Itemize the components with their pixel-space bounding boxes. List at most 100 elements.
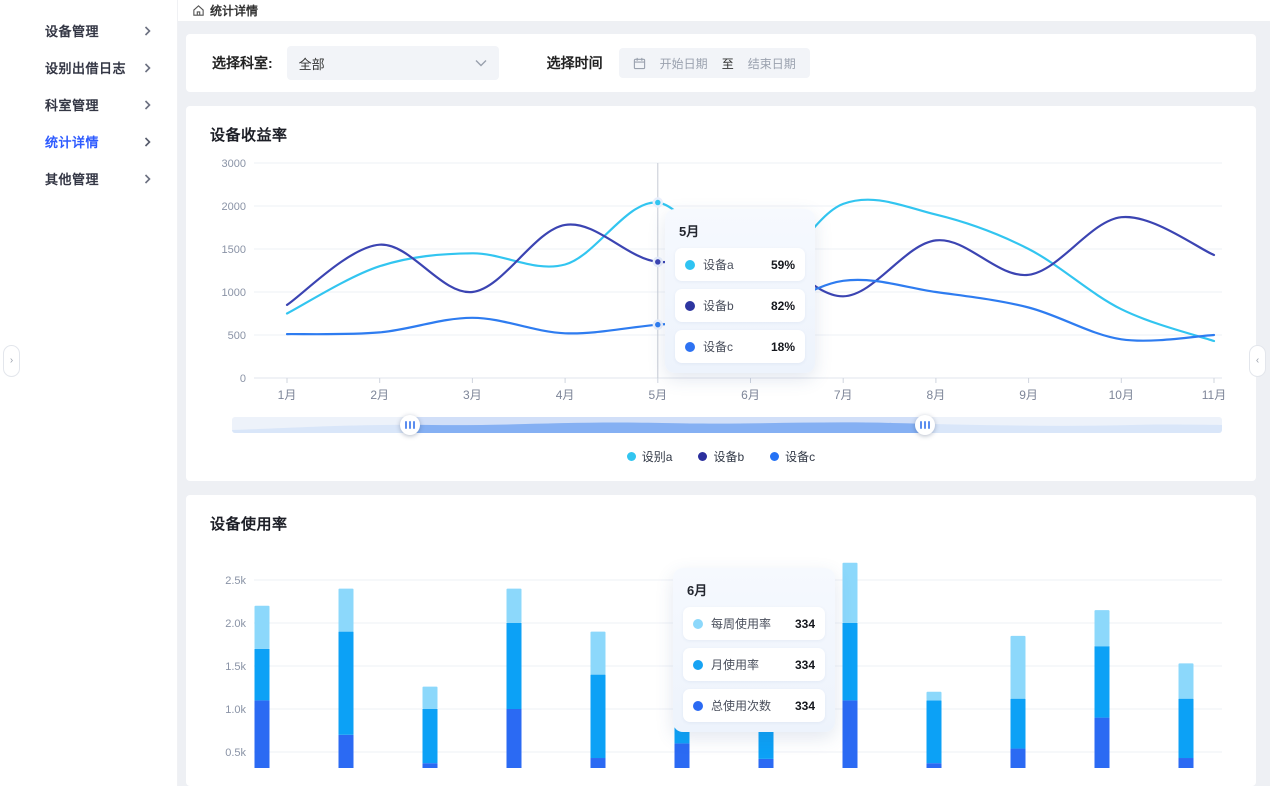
bar-month-8[interactable]	[842, 562, 858, 768]
series-dot-icon	[685, 259, 695, 270]
tooltip-series-name: 设备b	[703, 299, 734, 313]
svg-text:0.5k: 0.5k	[225, 747, 246, 759]
tooltip-row: 总使用次数 334	[683, 689, 825, 722]
svg-text:1.5k: 1.5k	[225, 661, 246, 673]
legend-label: 设别a	[641, 450, 673, 464]
chart-tooltip: 5月 设备a 59% 设备b 82% 设备c 18%	[665, 209, 815, 373]
tooltip-series-value: 334	[794, 657, 815, 672]
bar-month-9[interactable]	[926, 691, 942, 768]
svg-text:5月: 5月	[648, 388, 667, 402]
datazoom-handle-right[interactable]	[915, 415, 935, 435]
bar-month-4[interactable]	[506, 588, 522, 768]
filter-card: 选择科室: 全部 选择时间 开始日期 至 结束日期	[186, 34, 1256, 92]
sidebar-item-3[interactable]: 科室管理	[0, 86, 177, 123]
start-date-input[interactable]: 开始日期	[659, 56, 708, 71]
svg-text:6月: 6月	[741, 388, 760, 402]
svg-text:0: 0	[240, 373, 246, 385]
date-range-picker[interactable]: 开始日期 至 结束日期	[618, 48, 810, 78]
calendar-icon	[633, 57, 645, 69]
tooltip-series-value: 18%	[770, 339, 795, 354]
tooltip-series-name: 月使用率	[711, 658, 760, 672]
sidebar-item-4[interactable]: 统计详情	[0, 123, 177, 160]
department-select[interactable]: 全部	[286, 46, 499, 80]
breadcrumb-label: 统计详情	[210, 4, 259, 18]
svg-text:1月: 1月	[278, 388, 297, 402]
sidebar-nav: 设备管理设别出借日志 科室管理统计详情其他管理	[0, 12, 177, 197]
revenue-chart-title: 设备收益率	[210, 127, 288, 144]
tooltip-series-name: 总使用次数	[711, 699, 772, 713]
end-date-input[interactable]: 结束日期	[747, 56, 796, 71]
revenue-chart[interactable]: 3000 2000 1500 1000 500 0 1月 2月 3月 4月 5月 6月 7月 8月 9月 10…	[210, 153, 1232, 465]
time-filter-label: 选择时间	[546, 55, 603, 71]
series-dot-icon	[693, 618, 703, 629]
bar-month-2[interactable]	[338, 588, 354, 768]
bar-month-3[interactable]	[422, 686, 438, 768]
sidebar-item-1[interactable]: 设备管理	[0, 12, 177, 49]
tooltip-title: 6月	[687, 583, 708, 598]
svg-text:8月: 8月	[927, 388, 946, 402]
bar-month-5[interactable]	[590, 631, 606, 768]
legend-dot-icon	[626, 452, 636, 461]
topbar: 统计详情	[178, 0, 1270, 23]
svg-text:3月: 3月	[463, 388, 482, 402]
chart-tooltip: 6月每周使用率 334 月使用率 334 总使用次数 334	[673, 568, 835, 732]
datazoom-slider[interactable]	[232, 415, 1222, 435]
svg-text:2.0k: 2.0k	[225, 618, 246, 630]
revenue-chart-card: 设备收益率 3000 2000 1500 1000 500 0 1月 2月 3月 4月 5月 6月 7月…	[186, 106, 1256, 481]
usage-chart[interactable]: 2.5k 2.0k 1.5k 1.0k 0.5k 6月 每周使用率 334 月使用率 334 总使用…	[210, 542, 1232, 768]
chevron-down-icon	[475, 60, 487, 67]
svg-text:2000: 2000	[222, 201, 246, 213]
svg-text:2.5k: 2.5k	[225, 575, 246, 587]
tooltip-series-name: 每周使用率	[711, 617, 772, 631]
chevron-right-icon	[144, 173, 151, 184]
department-select-value: 全部	[298, 56, 325, 72]
tooltip-row: 每周使用率 334	[683, 607, 825, 640]
svg-text:9月: 9月	[1019, 388, 1038, 402]
svg-text:7月: 7月	[834, 388, 853, 402]
sidebar-item-label: 设别出借日志	[45, 61, 127, 76]
bar-month-10[interactable]	[1010, 635, 1026, 768]
legend-item-1[interactable]: 设别a	[626, 448, 673, 465]
sidebar-expand-button[interactable]: ›	[3, 345, 20, 377]
tooltip-series-value: 334	[794, 698, 815, 713]
tooltip-row: 设备c 18%	[675, 330, 805, 363]
bar-month-12[interactable]	[1178, 663, 1194, 768]
sidebar-item-label: 科室管理	[45, 98, 100, 113]
home-icon	[193, 5, 204, 16]
datazoom-window[interactable]	[410, 417, 925, 433]
series-dot-icon	[685, 300, 695, 311]
tooltip-series-value: 334	[794, 616, 815, 631]
sidebar-item-5[interactable]: 其他管理	[0, 160, 177, 197]
legend-dot-icon	[698, 452, 708, 461]
tooltip-row: 设备b 82%	[675, 289, 805, 322]
panel-collapse-button[interactable]: ‹	[1249, 345, 1266, 377]
usage-chart-card: 设备使用率 2.5k 2.0k 1.5k 1.0k 0.5k 6月 每周使用率 334 月使用率…	[186, 495, 1256, 786]
series-dot-icon	[693, 659, 703, 670]
legend-item-2[interactable]: 设备b	[698, 448, 744, 465]
bar-month-11[interactable]	[1094, 610, 1110, 768]
sidebar: 设备管理设别出借日志 科室管理统计详情其他管理	[0, 0, 178, 786]
breadcrumb[interactable]: 统计详情	[192, 2, 258, 19]
svg-text:10月: 10月	[1109, 388, 1134, 402]
svg-text:3000: 3000	[222, 158, 246, 170]
tooltip-series-value: 82%	[770, 298, 795, 313]
svg-text:11月: 11月	[1202, 388, 1226, 402]
tooltip-row: 月使用率 334	[683, 648, 825, 681]
legend-label: 设备c	[785, 450, 816, 464]
svg-text:1.0k: 1.0k	[225, 704, 246, 716]
chart-legend: 设别a 设备b 设备c	[210, 448, 1232, 465]
legend-label: 设备b	[713, 450, 745, 464]
main-content: 统计详情 选择科室: 全部 选择时间 开始日期 至 结束日期	[178, 0, 1270, 786]
bar-month-1[interactable]	[254, 605, 270, 768]
svg-text:4月: 4月	[556, 388, 575, 402]
sidebar-item-label: 其他管理	[45, 172, 100, 187]
chevron-right-icon	[144, 25, 151, 36]
date-range-separator: 至	[721, 56, 734, 71]
sidebar-item-2[interactable]: 设别出借日志	[0, 49, 177, 86]
series-dot-icon	[693, 700, 703, 711]
svg-text:1500: 1500	[222, 244, 246, 256]
legend-item-3[interactable]: 设备c	[770, 448, 815, 465]
datazoom-handle-left[interactable]	[400, 415, 421, 435]
tooltip-series-name: 设备a	[703, 258, 734, 272]
